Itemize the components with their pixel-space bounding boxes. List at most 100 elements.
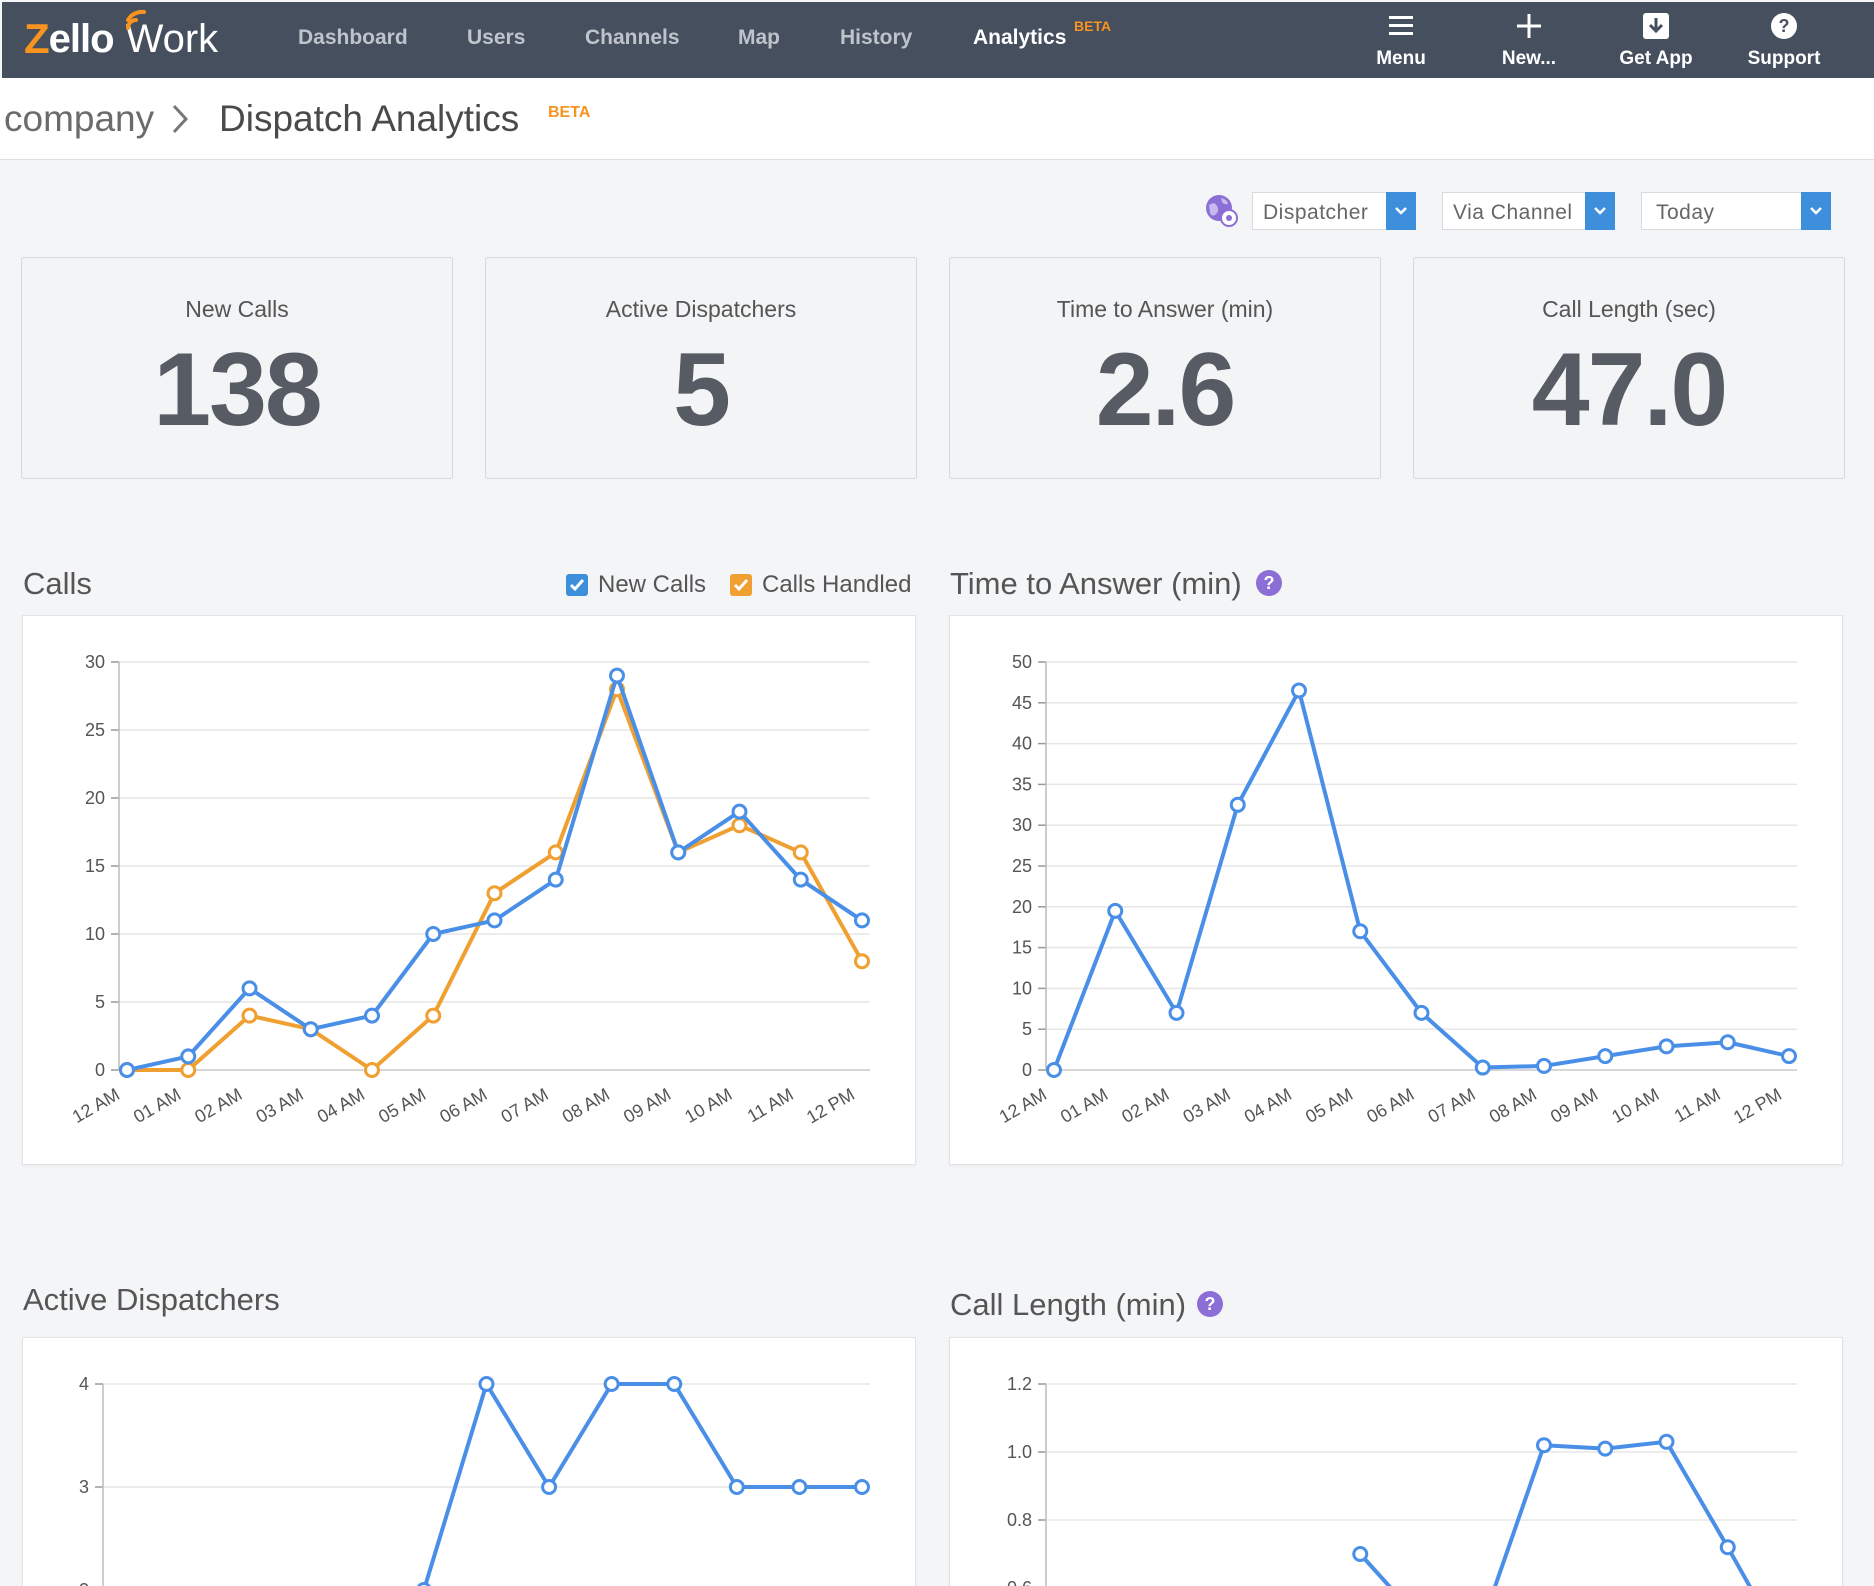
checkbox-checked-icon[interactable] [566,574,588,596]
tta-chart-panel: 0 5 10 15 20 25 30 35 40 45 50 12 AM 01 AM 02 AM 03 AM… [949,615,1843,1165]
stat-card-new-calls: New Calls 138 [21,257,453,479]
stat-card-active-dispatchers: Active Dispatchers 5 [485,257,917,479]
globe-settings-icon[interactable] [1204,193,1238,227]
dispatchers-section-title: Active Dispatchers [23,1282,280,1317]
nav-dashboard[interactable]: Dashboard [298,26,408,49]
data-point [1597,1048,1614,1065]
stat-label: Call Length (sec) [1542,296,1716,322]
y-tick-label: 0 [95,1060,105,1080]
data-point [541,1479,558,1495]
stat-value: 5 [673,332,731,448]
new-button[interactable]: New... [1474,10,1584,70]
help-question-icon[interactable]: ? [1256,570,1282,596]
y-tick-label: 40 [1012,734,1032,754]
series-line [1358,1439,1752,1586]
nav-analytics-beta-badge: BETA [1074,18,1112,34]
y-tick-label: 3 [79,1477,89,1497]
data-point [792,844,809,861]
data-point [1536,1057,1552,1074]
dispatcher-select-value: Dispatcher [1263,201,1369,224]
x-tick-label: 06 AM [436,1084,490,1127]
nav-history[interactable]: History [840,26,913,49]
series-line [127,687,864,1072]
x-tick-label: 07 AM [1425,1084,1479,1127]
plus-icon [1517,14,1541,38]
new-label: New... [1501,48,1557,69]
support-button[interactable]: ? Support [1729,10,1839,70]
calls-chart-panel: 0 5 10 15 20 25 30 12 AM 01 AM 02 AM 03 AM 04 AM 05 … [22,615,916,1165]
data-point [364,1007,380,1024]
calls-section-title: Calls [23,566,92,601]
data-point [609,667,625,684]
data-point [731,803,748,820]
stat-card-call-length: Call Length (sec) 47.0 [1413,257,1845,479]
data-point [1474,1059,1491,1076]
data-point [1168,1004,1185,1021]
nav-map[interactable]: Map [738,26,780,49]
y-tick-label: 5 [1022,1019,1032,1039]
nav-analytics[interactable]: Analytics [973,26,1067,49]
question-icon: ? [1771,13,1797,39]
help-question-icon[interactable]: ? [1197,1291,1223,1317]
title-beta-badge: BETA [548,104,591,121]
tta-section-title: Time to Answer (min) [950,566,1242,601]
data-point [666,1376,683,1392]
x-tick-label: 02 AM [191,1084,245,1127]
x-tick-label: 12 PM [1730,1084,1785,1127]
data-point [486,885,503,902]
get-app-button[interactable]: Get App [1601,10,1711,70]
logo-z: Z [24,15,50,62]
y-tick-label: 15 [85,856,105,876]
y-tick-label: 30 [1012,815,1032,835]
nav-channels[interactable]: Channels [585,26,680,49]
checkbox-checked-icon[interactable] [730,574,752,596]
breadcrumb-company[interactable]: company [4,98,155,139]
data-point [1719,1539,1736,1556]
menu-button[interactable]: Menu [1346,10,1456,70]
download-icon [1643,13,1669,39]
x-tick-label: 02 AM [1118,1084,1172,1127]
data-point [241,980,258,997]
stat-card-time-to-answer: Time to Answer (min) 2.6 [949,257,1381,479]
x-tick-label: 05 AM [375,1084,429,1127]
y-tick-label: 0.6 [1007,1578,1032,1586]
call-length-chart: 0.6 0.8 1.0 1.2 [1007,1374,1797,1586]
x-tick-label: 09 AM [1547,1084,1601,1127]
data-point [180,1062,197,1078]
x-tick-label: 08 AM [559,1084,613,1127]
series-line [423,1382,862,1586]
legend-calls-handled[interactable]: Calls Handled [730,571,911,599]
dispatcher-select[interactable]: Dispatcher [1252,192,1416,230]
data-point [792,871,809,888]
x-tick-label: 11 AM [744,1084,797,1126]
data-point [1536,1437,1552,1454]
channel-select[interactable]: Via Channel [1442,192,1615,230]
x-tick-label: 10 AM [1608,1084,1662,1127]
legend-calls-handled-label: Calls Handled [762,571,912,598]
data-point [1046,1062,1062,1078]
data-point [486,912,503,929]
period-select[interactable]: Today [1641,192,1831,230]
signal-waves-icon [126,9,146,30]
data-point [791,1479,808,1495]
dispatchers-chart: 2 3 4 [79,1374,870,1586]
nav-users[interactable]: Users [467,26,526,49]
x-tick-label: 04 AM [1241,1084,1295,1127]
data-point [731,817,748,834]
y-tick-label: 1.0 [1007,1442,1032,1462]
stat-value: 47.0 [1531,332,1728,448]
data-point [1658,1433,1675,1450]
support-label: Support [1747,48,1821,69]
y-tick-label: 0 [1022,1060,1032,1080]
calls-chart: 0 5 10 15 20 25 30 12 AM 01 AM 02 AM 03 AM 04 AM 05 … [69,652,870,1127]
page-title: Dispatch Analytics [219,98,520,139]
data-point [1781,1048,1797,1065]
x-tick-label: 07 AM [498,1084,552,1127]
legend-new-calls-label: New Calls [598,571,707,598]
legend-new-calls[interactable]: New Calls [566,571,706,599]
chevron-right-icon [172,104,189,134]
x-tick-label: 10 AM [681,1084,735,1127]
y-tick-label: 10 [85,924,105,944]
data-point [670,844,687,861]
